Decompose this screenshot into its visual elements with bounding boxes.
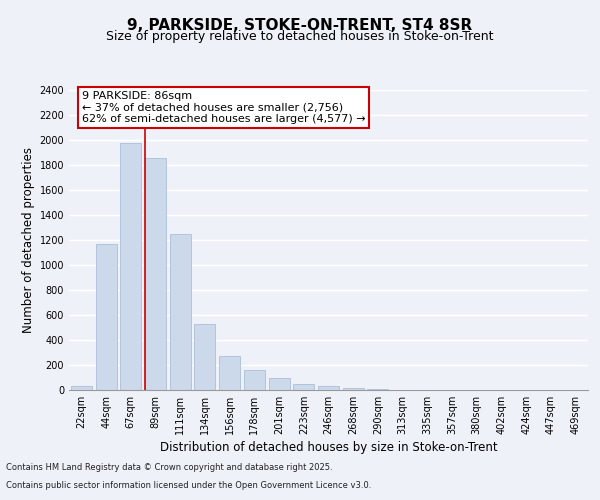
Bar <box>170 234 191 390</box>
Bar <box>95 244 116 390</box>
Bar <box>219 356 240 390</box>
Y-axis label: Number of detached properties: Number of detached properties <box>22 147 35 333</box>
Bar <box>71 386 92 390</box>
Bar <box>244 370 265 390</box>
Bar <box>194 324 215 390</box>
Bar <box>269 378 290 390</box>
Bar <box>343 388 364 390</box>
Text: 9 PARKSIDE: 86sqm
← 37% of detached houses are smaller (2,756)
62% of semi-detac: 9 PARKSIDE: 86sqm ← 37% of detached hous… <box>82 90 365 124</box>
Text: Size of property relative to detached houses in Stoke-on-Trent: Size of property relative to detached ho… <box>106 30 494 43</box>
X-axis label: Distribution of detached houses by size in Stoke-on-Trent: Distribution of detached houses by size … <box>160 441 497 454</box>
Bar <box>120 143 141 390</box>
Bar <box>293 384 314 390</box>
Text: Contains HM Land Registry data © Crown copyright and database right 2025.: Contains HM Land Registry data © Crown c… <box>6 464 332 472</box>
Bar <box>145 158 166 390</box>
Bar <box>318 386 339 390</box>
Text: 9, PARKSIDE, STOKE-ON-TRENT, ST4 8SR: 9, PARKSIDE, STOKE-ON-TRENT, ST4 8SR <box>127 18 473 32</box>
Text: Contains public sector information licensed under the Open Government Licence v3: Contains public sector information licen… <box>6 481 371 490</box>
